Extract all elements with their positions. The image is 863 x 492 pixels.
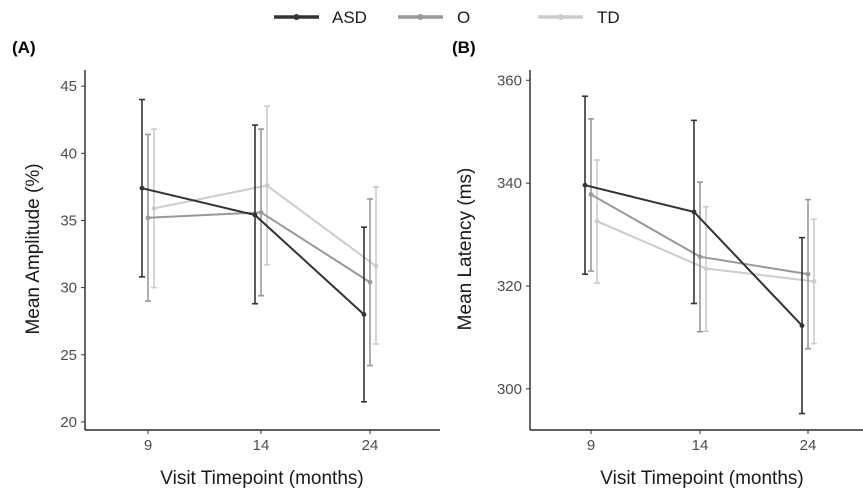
- panel-a-series-line-asd: [141, 187, 365, 316]
- panel-b-point-td: [703, 266, 709, 271]
- panel-a-y-axis-title: Mean Amplitude (%): [23, 163, 44, 334]
- panel-b-point-o: [588, 192, 594, 197]
- legend-item-td: TD: [538, 8, 620, 27]
- panel-b-point-asd: [691, 209, 697, 215]
- legend: ASD O TD: [274, 8, 620, 27]
- panel-a-point-o: [145, 215, 151, 221]
- legend-swatch-td-point: [557, 14, 564, 20]
- panel-b-y-tick-label: 300: [497, 381, 522, 398]
- panel-a-point-td: [264, 183, 270, 188]
- panel-b-x-tick-label: 14: [692, 437, 709, 454]
- panel-b-x-tick-label: 9: [587, 437, 595, 454]
- panel-b-point-td: [811, 278, 817, 284]
- panel-a-y-tick-label: 45: [60, 78, 77, 95]
- panel-a-point-o: [258, 209, 264, 215]
- panel-a-point-asd: [361, 312, 367, 317]
- panel-b-y-tick-label: 360: [497, 72, 522, 89]
- panel-b: (B) 300 320 340 360 9 14 24 Visit Timepoint (m…: [452, 38, 863, 489]
- panel-a-point-td: [151, 205, 157, 211]
- panel-b-point-o: [805, 271, 811, 277]
- panel-b-y-tick-label: 340: [497, 175, 522, 192]
- panel-a-series-line-o: [147, 211, 371, 284]
- panel-a-x-tick-label: 14: [253, 437, 270, 454]
- legend-item-o: O: [398, 8, 470, 27]
- panel-a-point-td: [373, 263, 379, 269]
- panel-a-point-o: [367, 279, 373, 285]
- panel-b-x-tick-label: 24: [800, 437, 817, 454]
- panel-a: (A) 20 25 30 35 40 45 9 14 24 Visit Timepoint (m…: [12, 38, 440, 489]
- panel-a-x-tick-label: 24: [362, 437, 379, 454]
- panel-a-y-tick-label: 35: [60, 212, 77, 229]
- legend-swatch-asd-point: [293, 14, 300, 20]
- panel-a-series-line-td: [153, 184, 377, 267]
- panel-a-y-tick-label: 40: [60, 145, 77, 162]
- panel-a-y-tick-label: 20: [60, 414, 77, 431]
- panel-b-y-tick-label: 320: [497, 278, 522, 295]
- legend-label-o: O: [457, 8, 470, 27]
- panel-a-plot-area: 20 25 30 35 40 45 9 14 24: [60, 70, 440, 454]
- panel-b-point-asd: [799, 323, 805, 328]
- panel-b-x-axis-title: Visit Timepoint (months): [600, 468, 803, 489]
- panel-b-point-td: [594, 218, 600, 224]
- panel-a-x-tick-label: 9: [144, 437, 152, 454]
- panel-b-y-axis-title: Mean Latency (ms): [455, 168, 476, 331]
- panel-label-a: (A): [12, 38, 36, 57]
- legend-swatch-o-point: [417, 14, 424, 20]
- panel-label-b: (B): [452, 38, 476, 57]
- legend-label-td: TD: [597, 8, 620, 27]
- panel-a-y-tick-label: 25: [60, 347, 77, 364]
- panel-b-plot-area: 300 320 340 360 9 14 24: [497, 70, 863, 454]
- panel-b-point-o: [697, 254, 703, 260]
- panel-a-y-tick-label: 30: [60, 280, 77, 297]
- legend-item-asd: ASD: [274, 8, 367, 27]
- panel-b-point-asd: [582, 182, 588, 188]
- legend-label-asd: ASD: [332, 8, 367, 27]
- panel-a-point-asd: [252, 212, 258, 218]
- panel-a-x-axis-title: Visit Timepoint (months): [160, 468, 363, 489]
- panel-a-point-asd: [139, 185, 145, 191]
